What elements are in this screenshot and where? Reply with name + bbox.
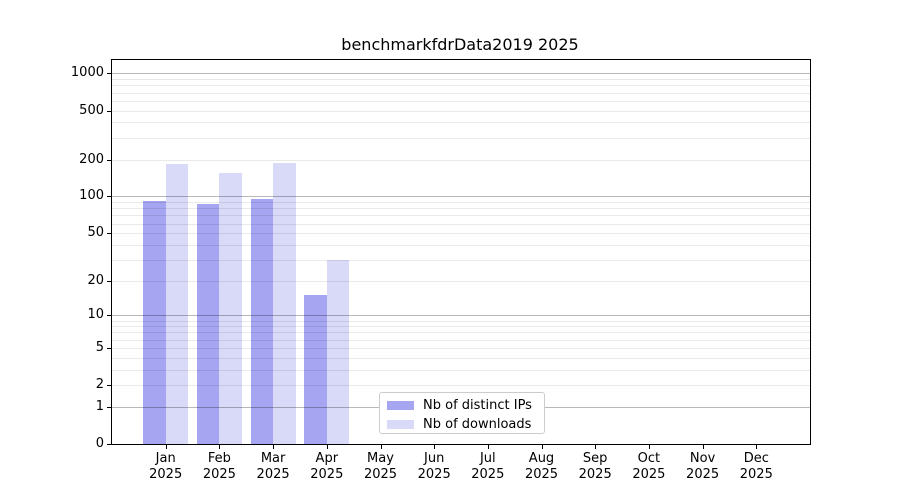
x-tick-month: Dec xyxy=(743,451,769,466)
x-tick-label-oct: Oct 2025 xyxy=(619,451,679,483)
y-tick-label: 1 xyxy=(95,398,104,414)
y-tick-label: 200 xyxy=(79,151,104,167)
legend-swatch-distinct-ips-icon xyxy=(387,401,414,410)
bar-downloads-apr xyxy=(326,259,350,444)
x-tick-year: 2025 xyxy=(524,467,559,482)
legend: Nb of distinct IPs Nb of downloads xyxy=(379,392,545,434)
y-tick xyxy=(107,385,111,387)
x-tick-label-feb: Feb 2025 xyxy=(189,451,249,483)
x-tick-year: 2025 xyxy=(417,467,451,482)
x-tick-year: 2025 xyxy=(471,467,505,482)
x-tick xyxy=(219,445,221,449)
gridline-minor xyxy=(112,92,810,94)
x-tick-month: Apr xyxy=(315,451,339,466)
x-tick xyxy=(648,445,650,449)
y-tick-label: 1000 xyxy=(70,65,104,81)
x-tick-label-may: May 2025 xyxy=(351,451,411,483)
y-tick xyxy=(107,73,111,75)
x-tick-year: 2025 xyxy=(632,467,666,482)
y-tick-label: 5 xyxy=(95,339,104,355)
bar-downloads-feb xyxy=(219,173,242,444)
gridline-minor xyxy=(112,122,810,124)
x-tick-month: Sep xyxy=(582,451,608,466)
bar-distinct-ips-feb xyxy=(196,204,220,444)
legend-swatch-downloads-icon xyxy=(387,420,414,429)
x-tick-label-aug: Aug 2025 xyxy=(512,451,572,483)
x-tick xyxy=(273,445,275,449)
y-tick xyxy=(107,315,111,317)
y-tick xyxy=(107,159,111,161)
y-tick-label: 20 xyxy=(87,272,104,288)
x-tick-month: Jul xyxy=(479,451,496,466)
gridline-minor xyxy=(112,85,810,87)
x-tick xyxy=(380,445,382,449)
x-tick-label-sep: Sep 2025 xyxy=(565,451,625,483)
x-tick-year: 2025 xyxy=(310,467,344,482)
y-tick xyxy=(107,110,111,112)
bar-downloads-jan xyxy=(165,164,189,444)
x-tick-year: 2025 xyxy=(202,467,236,482)
y-tick-label: 2 xyxy=(95,377,104,393)
y-tick xyxy=(107,347,111,349)
x-tick-label-nov: Nov 2025 xyxy=(673,451,733,483)
x-tick-month: Jan xyxy=(155,451,176,466)
x-tick-year: 2025 xyxy=(256,467,290,482)
gridline-minor xyxy=(112,100,810,102)
y-tick xyxy=(107,444,111,445)
x-tick xyxy=(756,445,758,449)
x-tick-month: Mar xyxy=(260,451,286,466)
gridline-minor xyxy=(112,159,810,161)
x-tick-year: 2025 xyxy=(149,467,183,482)
chart-title: benchmarkfdrData2019 2025 xyxy=(341,35,579,54)
x-tick-month: Aug xyxy=(528,451,555,466)
x-tick xyxy=(434,445,436,449)
x-tick-year: 2025 xyxy=(578,467,612,482)
y-tick xyxy=(107,233,111,235)
legend-item-downloads: Nb of downloads xyxy=(387,415,544,434)
x-tick xyxy=(326,445,328,449)
gridline-major xyxy=(112,73,810,75)
x-tick-month: Oct xyxy=(637,451,661,466)
x-tick-month: Feb xyxy=(207,451,231,466)
y-tick-label: 500 xyxy=(79,102,104,118)
x-tick xyxy=(595,445,597,449)
x-tick-label-apr: Apr 2025 xyxy=(297,451,357,483)
x-tick xyxy=(487,445,489,449)
x-tick-label-dec: Dec 2025 xyxy=(726,451,786,483)
x-tick-label-jul: Jul 2025 xyxy=(458,451,518,483)
x-tick-year: 2025 xyxy=(686,467,720,482)
x-tick-year: 2025 xyxy=(739,467,773,482)
legend-label-downloads: Nb of downloads xyxy=(423,417,532,432)
y-tick-label: 100 xyxy=(79,188,104,204)
y-tick-label: 50 xyxy=(87,225,104,241)
gridline-minor xyxy=(112,110,810,112)
gridline-minor xyxy=(112,202,810,203)
y-tick xyxy=(107,406,111,408)
x-tick-label-jun: Jun 2025 xyxy=(404,451,464,483)
x-tick-label-jan: Jan 2025 xyxy=(136,451,196,483)
x-tick-month: Nov xyxy=(689,451,716,466)
x-tick xyxy=(541,445,543,449)
bar-downloads-mar xyxy=(273,163,296,444)
x-tick xyxy=(702,445,704,449)
x-tick-month: Jun xyxy=(424,451,445,466)
legend-item-distinct-ips: Nb of distinct IPs xyxy=(387,396,544,415)
y-tick-label: 0 xyxy=(95,436,104,451)
y-tick xyxy=(107,280,111,282)
x-tick-label-mar: Mar 2025 xyxy=(243,451,303,483)
gridline-major xyxy=(112,196,810,198)
gridline-minor xyxy=(112,137,810,139)
x-tick-month: May xyxy=(367,451,394,466)
gridline-minor xyxy=(112,79,810,80)
x-tick-year: 2025 xyxy=(363,467,398,482)
x-tick xyxy=(165,445,167,449)
plot-area: Nb of distinct IPs Nb of downloads 1000 5… xyxy=(71,59,811,482)
y-tick-label: 10 xyxy=(87,307,104,323)
y-tick xyxy=(107,196,111,198)
bar-distinct-ips-apr xyxy=(304,295,327,444)
bar-distinct-ips-jan xyxy=(143,200,166,444)
legend-label-distinct-ips: Nb of distinct IPs xyxy=(423,398,532,413)
bar-distinct-ips-mar xyxy=(250,199,274,444)
